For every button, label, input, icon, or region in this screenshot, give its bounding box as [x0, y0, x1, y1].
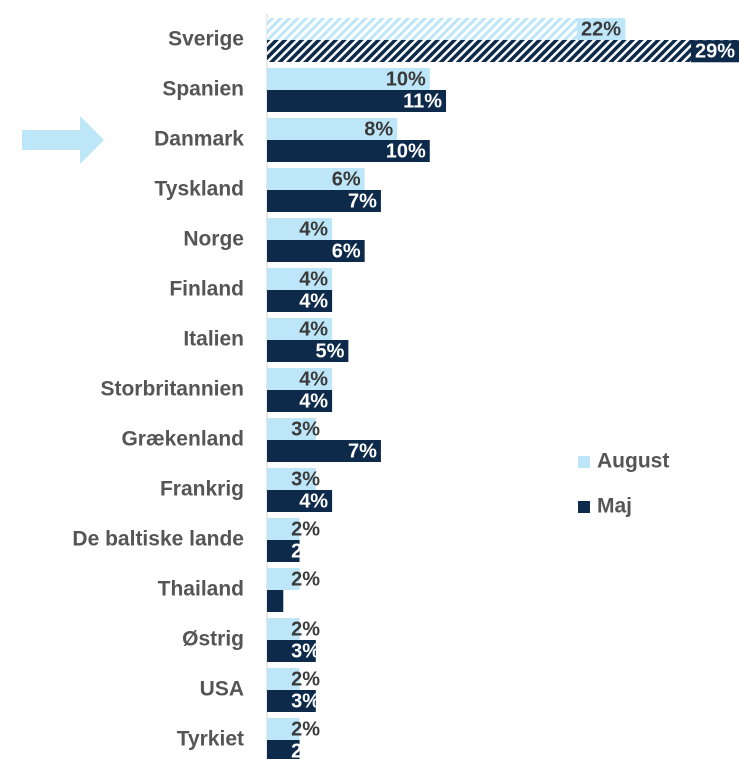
value-label: 3%	[291, 468, 320, 490]
bar	[267, 218, 333, 240]
bar	[267, 340, 349, 362]
label-box	[577, 18, 626, 41]
category-label: Østrig	[182, 628, 244, 651]
value-label: 22%	[581, 18, 621, 40]
legend-swatch	[578, 456, 590, 468]
bar	[267, 568, 300, 590]
value-label: 4%	[299, 290, 328, 312]
value-label: 2%	[291, 740, 320, 759]
value-label: 7%	[348, 190, 377, 212]
legend-swatch	[578, 501, 590, 513]
bar	[267, 290, 333, 312]
bar	[267, 440, 381, 462]
value-label: 11%	[403, 90, 442, 112]
category-label: USA	[200, 678, 244, 701]
value-label: 8%	[364, 118, 393, 140]
category-label: Finland	[169, 278, 244, 301]
bar	[267, 718, 300, 740]
bar	[267, 140, 430, 162]
value-label: 4%	[299, 318, 328, 340]
category-label: Grækenland	[121, 428, 244, 451]
bar	[267, 190, 381, 212]
value-label: 2%	[291, 668, 320, 690]
category-label: De baltiske lande	[72, 528, 244, 551]
bar	[267, 690, 316, 712]
value-label: 4%	[299, 268, 328, 290]
bar	[267, 168, 365, 190]
category-label: Italien	[183, 328, 244, 351]
bar	[267, 240, 365, 262]
bar	[267, 518, 300, 540]
bar	[267, 68, 430, 90]
label-box	[690, 40, 739, 63]
value-label: 4%	[299, 218, 328, 240]
value-label: 2%	[291, 718, 320, 740]
value-label: 2%	[291, 618, 320, 640]
value-label: 5%	[315, 340, 344, 362]
category-label: Thailand	[158, 578, 244, 601]
category-label: Tyskland	[155, 178, 244, 201]
bar	[267, 540, 300, 562]
bar	[267, 18, 626, 40]
value-label: 6%	[332, 240, 361, 262]
value-label: 4%	[299, 368, 328, 390]
value-label: 3%	[291, 640, 320, 662]
bar	[267, 740, 300, 759]
value-label: 2%	[291, 540, 320, 562]
value-label: 10%	[386, 68, 426, 90]
bar	[267, 640, 316, 662]
value-label: 2%	[291, 518, 320, 540]
category-label: Sverige	[168, 28, 244, 51]
value-label: 6%	[332, 168, 361, 190]
bar	[267, 668, 300, 690]
value-label: 2%	[291, 568, 320, 590]
bar	[267, 468, 316, 490]
bar	[267, 90, 447, 112]
bar	[267, 618, 300, 640]
bar	[267, 118, 398, 140]
bar	[267, 490, 333, 512]
legend-label: Maj	[597, 495, 632, 518]
category-label: Frankrig	[160, 478, 244, 501]
category-label: Norge	[183, 228, 244, 251]
legend-label: August	[597, 450, 669, 473]
arrow	[22, 116, 104, 164]
value-label: 10%	[386, 140, 426, 162]
bar	[267, 590, 284, 612]
bar	[267, 318, 333, 340]
value-label: 4%	[299, 390, 328, 412]
bar	[267, 40, 739, 62]
bar	[267, 268, 333, 290]
bar	[267, 390, 333, 412]
category-label: Tyrkiet	[177, 728, 244, 751]
value-label: 29%	[695, 40, 735, 62]
category-label: Spanien	[162, 78, 244, 101]
bar	[267, 418, 316, 440]
value-label: 1%	[291, 590, 320, 612]
bar	[267, 368, 333, 390]
value-label: 7%	[348, 440, 377, 462]
value-label: 3%	[291, 418, 320, 440]
value-label: 3%	[291, 690, 320, 712]
category-label: Danmark	[154, 128, 244, 151]
value-label: 4%	[299, 490, 328, 512]
category-label: Storbritannien	[100, 378, 244, 401]
